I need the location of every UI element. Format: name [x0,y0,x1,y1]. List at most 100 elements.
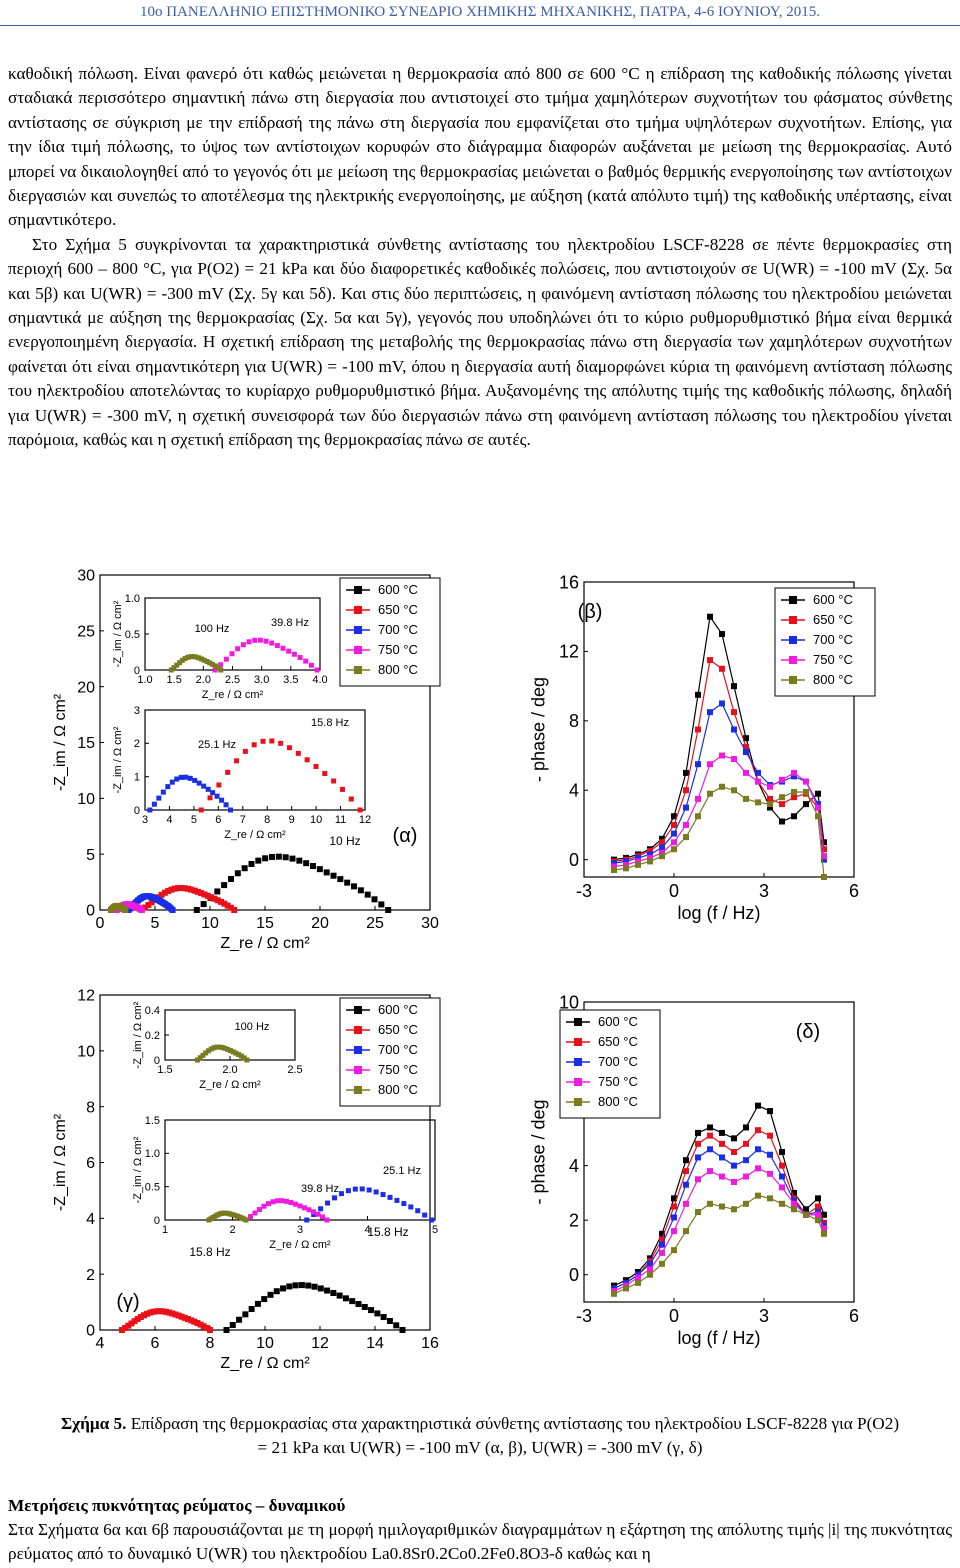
data-point [174,776,180,782]
data-point [380,1192,386,1198]
x-tick-label: 0 [669,881,679,901]
data-point [306,1207,312,1213]
data-point [172,1311,179,1318]
data-point [368,1307,375,1314]
data-point [156,795,162,801]
data-point [767,804,773,811]
y-tick-label: 4 [569,1156,579,1176]
x-tick-label: 3 [142,814,148,826]
data-point [188,654,194,660]
data-point [671,1228,677,1235]
y-tick-label: 10 [77,791,95,808]
data-point [221,900,228,907]
x-tick-label: 3 [759,1306,769,1326]
data-point [292,1282,299,1289]
data-point [719,1173,725,1180]
data-point [280,1285,287,1292]
data-point [169,907,176,913]
data-point [210,661,216,667]
data-point [366,1187,372,1193]
data-point [214,793,220,799]
chart-delta: -30360246810log (f / Hz)- phase / deg600… [528,992,859,1348]
data-point [201,657,207,663]
data-point [635,861,641,868]
data-point [278,740,284,746]
data-point [236,1052,242,1058]
data-point [671,1195,677,1202]
x-tick-label: 25 [366,915,384,932]
y-tick-label: 5 [86,847,95,864]
data-point [171,885,178,892]
data-point [791,1200,797,1207]
data-point [422,1212,428,1218]
x-axis-label: Z_re / Ω cm² [220,935,310,952]
paragraph: καθοδική πόλωση. Είναι φανερό ότι καθώς … [8,64,952,230]
data-point [731,709,737,716]
data-point [156,1308,163,1315]
data-point [767,801,773,808]
data-point [266,1201,271,1207]
data-point [707,761,713,768]
data-point [821,846,827,853]
data-point [731,756,737,762]
data-point [175,885,182,892]
data-point [248,1214,253,1220]
legend-label: 600 °C [598,1014,638,1029]
y-tick-label: 4 [569,781,579,801]
legend-marker [354,1066,362,1074]
y-axis-label: - phase / deg [528,677,548,782]
data-point [314,667,320,673]
legend-label: 800 °C [378,1082,418,1097]
data-point [707,1168,713,1175]
data-point [731,683,737,690]
legend-label: 800 °C [378,662,418,677]
inset-annotation: 39.8 Hz [301,1183,339,1195]
y-tick-label: 30 [77,568,95,585]
x-tick-label: 6 [849,881,859,901]
data-point [683,1181,689,1188]
data-point [779,818,785,825]
legend-marker [354,1006,362,1014]
y-tick-label: 25 [77,623,95,640]
legend-marker [354,1026,362,1034]
data-point [387,1194,393,1200]
data-point [218,898,224,905]
data-point [815,1203,821,1210]
data-point [821,856,827,863]
data-point [767,1132,773,1139]
data-point [182,656,188,662]
data-point [647,1260,653,1267]
data-point [815,801,821,808]
legend-label: 650 °C [813,612,853,627]
legend-label: 750 °C [378,642,418,657]
data-point [191,887,198,894]
data-point [199,656,205,662]
data-point [779,1173,785,1180]
data-point [254,1300,261,1307]
data-point [282,854,289,861]
data-point [212,667,218,673]
data-point [274,643,280,649]
data-point [791,788,797,795]
data-point [193,907,200,913]
legend-label: 650 °C [378,602,418,617]
data-point [291,651,297,657]
data-point [178,774,184,780]
data-point [695,1129,701,1136]
legend-label: 700 °C [598,1054,638,1069]
data-point [671,821,677,828]
data-point [330,872,337,879]
data-point [351,883,358,890]
x-tick-label: 16 [421,1335,439,1352]
data-point [205,786,211,792]
data-point [214,888,221,895]
conference-header: 10ο ΠΑΝΕΛΛΗΝΙΟ ΕΠΙΣΤΗΜΟΝΙΚΟ ΣΥΝΕΔΡΙΟ ΧΗΜ… [0,4,960,26]
x-tick-label: 1 [162,1224,168,1236]
data-point [222,1045,228,1051]
inset-annotation: 15.8 Hz [311,717,349,729]
data-point [147,807,153,813]
data-point [221,882,228,889]
x-tick-label: 4 [364,1224,370,1236]
data-point [695,1140,701,1147]
